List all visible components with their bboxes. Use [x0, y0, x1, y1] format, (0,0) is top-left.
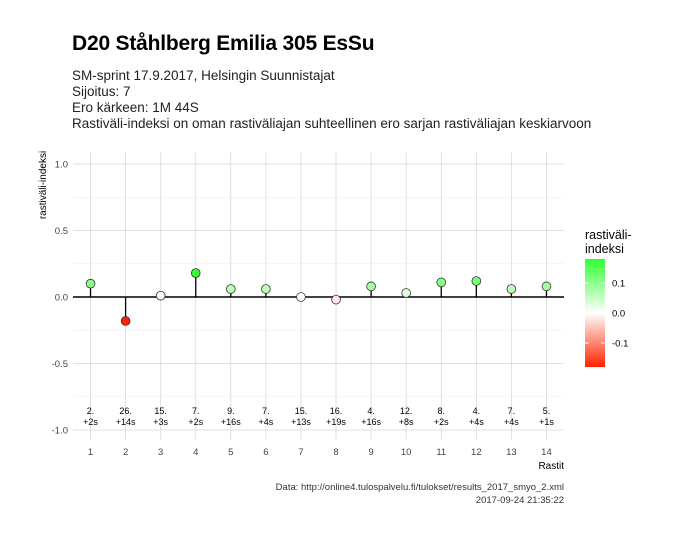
rank-label: 5. — [543, 406, 551, 416]
x-tick-label: 1 — [88, 447, 93, 458]
time-diff-label: +2s — [83, 417, 98, 427]
rank-label: 15. — [154, 406, 167, 416]
lollipop-point — [85, 278, 96, 289]
x-tick-label: 10 — [401, 447, 412, 458]
rank-label: 12. — [400, 406, 413, 416]
time-diff-label: +3s — [153, 417, 168, 427]
y-tick-label: 0.0 — [55, 293, 68, 304]
points — [85, 268, 552, 326]
y-tick-label: 0.5 — [55, 226, 68, 237]
legend-colorbar — [585, 259, 605, 367]
x-tick-label: 13 — [506, 447, 517, 458]
x-tick-label: 7 — [298, 447, 303, 458]
legend-title-line2: indeksi — [585, 242, 624, 256]
subtitle-event: SM-sprint 17.9.2017, Helsingin Suunnista… — [72, 68, 335, 83]
legend-title-line1: rastiväli- — [585, 228, 632, 242]
x-tick-label: 14 — [541, 447, 552, 458]
rank-label: 9. — [227, 406, 235, 416]
subtitle-placing: Sijoitus: 7 — [72, 84, 131, 99]
chart-title: D20 Ståhlberg Emilia 305 EsSu — [72, 32, 375, 55]
time-diff-label: +16s — [361, 417, 381, 427]
time-diff-label: +8s — [399, 417, 414, 427]
time-diff-label: +14s — [116, 417, 136, 427]
y-tick-label: 1.0 — [55, 160, 68, 171]
time-diff-label: +19s — [326, 417, 346, 427]
x-axis-label: Rastit — [538, 461, 564, 472]
legend-tick-label: 0.0 — [612, 309, 625, 320]
color-legend: rastiväli- indeksi 0.1 0.0 -0.1 — [585, 228, 632, 367]
rank-label: 8. — [437, 406, 445, 416]
rank-label: 26. — [119, 406, 132, 416]
rank-label: 7. — [262, 406, 270, 416]
time-diff-label: +4s — [259, 417, 274, 427]
x-tick-label: 2 — [123, 447, 128, 458]
x-tick-label: 9 — [368, 447, 373, 458]
y-tick-label: -0.5 — [52, 359, 68, 370]
subtitle-gap: Ero kärkeen: 1M 44S — [72, 100, 199, 115]
lollipop-point — [226, 284, 236, 294]
lollipop-point — [541, 281, 552, 292]
lollipop-point — [331, 294, 341, 305]
x-tick-label: 3 — [158, 447, 163, 458]
caption-source: Data: http://online4.tulospalvelu.fi/tul… — [275, 482, 564, 493]
time-diff-label: +16s — [221, 417, 241, 427]
rank-label: 7. — [192, 406, 200, 416]
grid — [73, 152, 564, 440]
rank-label: 7. — [508, 406, 516, 416]
lollipop-point — [261, 284, 271, 294]
x-tick-label: 4 — [193, 447, 198, 458]
rank-label: 2. — [87, 406, 95, 416]
legend-tick-label: -0.1 — [612, 339, 628, 350]
x-tick-label: 8 — [333, 447, 338, 458]
time-diff-label: +2s — [188, 417, 203, 427]
rank-label: 16. — [330, 406, 343, 416]
y-tick-label: -1.0 — [52, 426, 68, 437]
lollipop-point — [471, 276, 482, 286]
lollipop-point — [401, 288, 411, 298]
subtitle-description: Rastiväli-indeksi on oman rastiväliajan … — [72, 116, 592, 131]
lollipop-point — [506, 284, 517, 294]
lollipop-point — [190, 268, 201, 278]
control-labels: 2.+2s26.+14s15.+3s7.+2s9.+16s7.+4s15.+13… — [83, 406, 554, 427]
lollipop-point — [366, 281, 376, 292]
lollipop-point — [436, 277, 447, 288]
time-diff-label: +13s — [291, 417, 311, 427]
lollipop-point — [120, 316, 131, 326]
x-tick-label: 6 — [263, 447, 268, 458]
rank-label: 4. — [473, 406, 481, 416]
time-diff-label: +1s — [539, 417, 554, 427]
legend-tick-label: 0.1 — [612, 279, 625, 290]
rank-label: 15. — [295, 406, 308, 416]
time-diff-label: +4s — [504, 417, 519, 427]
time-diff-label: +4s — [469, 417, 484, 427]
x-tick-label: 12 — [471, 447, 482, 458]
axes: -1.0-0.50.00.51.01 2 3 4 5 6 7 8 9 10 11 12 13 14 — [52, 160, 552, 459]
x-tick-label: 11 — [436, 447, 446, 458]
rank-label: 4. — [367, 406, 375, 416]
x-tick-label: 5 — [228, 447, 233, 458]
time-diff-label: +2s — [434, 417, 449, 427]
y-axis-label: rastiväli-indeksi — [38, 151, 49, 219]
lollipop-point — [296, 292, 306, 302]
caption-timestamp: 2017-09-24 21:35:22 — [475, 495, 564, 506]
lollipop-point — [155, 290, 166, 301]
